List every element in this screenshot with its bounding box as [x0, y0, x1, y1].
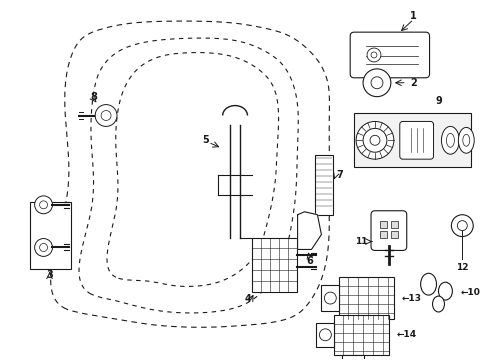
Text: 11: 11: [354, 237, 366, 246]
Bar: [342, 355, 364, 360]
Ellipse shape: [420, 273, 436, 295]
Bar: [316, 323, 334, 347]
Text: 7: 7: [336, 170, 343, 180]
Polygon shape: [297, 212, 321, 249]
FancyBboxPatch shape: [399, 121, 433, 159]
Bar: [321, 285, 339, 311]
Text: ←10: ←10: [459, 288, 479, 297]
Ellipse shape: [441, 126, 458, 154]
Text: 4: 4: [244, 294, 251, 304]
Bar: [339, 277, 393, 319]
Text: ←14: ←14: [396, 330, 416, 339]
Circle shape: [370, 77, 382, 89]
Text: 1: 1: [409, 11, 416, 21]
Circle shape: [35, 196, 52, 214]
Ellipse shape: [438, 282, 451, 300]
Circle shape: [369, 135, 379, 145]
Text: 6: 6: [305, 256, 312, 266]
Circle shape: [101, 111, 111, 121]
Bar: [30, 202, 71, 269]
Ellipse shape: [432, 296, 444, 312]
Bar: [251, 238, 296, 292]
Text: 12: 12: [455, 263, 468, 272]
Text: 3: 3: [46, 270, 53, 280]
Bar: [315, 155, 333, 215]
Text: 8: 8: [91, 92, 98, 102]
Bar: [353, 113, 470, 167]
FancyBboxPatch shape: [349, 32, 428, 78]
Text: 2: 2: [409, 78, 416, 88]
Circle shape: [362, 129, 386, 152]
Bar: [390, 221, 397, 228]
Ellipse shape: [446, 133, 453, 147]
Circle shape: [456, 221, 467, 231]
Circle shape: [366, 48, 380, 62]
Text: ←13: ←13: [401, 294, 421, 303]
Circle shape: [319, 329, 331, 341]
Text: 5: 5: [202, 135, 208, 145]
Circle shape: [370, 52, 376, 58]
Bar: [390, 231, 397, 238]
Ellipse shape: [462, 134, 469, 146]
Circle shape: [95, 105, 117, 126]
Ellipse shape: [457, 127, 473, 153]
Circle shape: [40, 201, 47, 209]
Bar: [334, 315, 388, 355]
Bar: [379, 221, 386, 228]
Circle shape: [362, 69, 390, 96]
FancyBboxPatch shape: [370, 211, 406, 251]
Circle shape: [450, 215, 472, 237]
Circle shape: [40, 243, 47, 251]
Text: 9: 9: [434, 96, 441, 105]
Circle shape: [324, 292, 336, 304]
Circle shape: [355, 121, 393, 159]
Bar: [379, 231, 386, 238]
Circle shape: [35, 239, 52, 256]
